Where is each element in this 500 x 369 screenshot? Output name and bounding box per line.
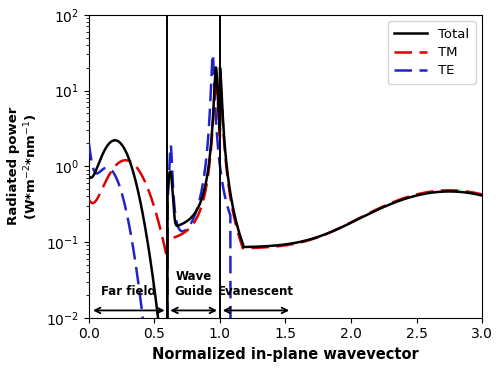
Total [410,194,416,199]
Line: TM: TM [89,77,482,260]
Total [380,206,386,210]
TM [342,223,348,228]
TM [236,235,242,239]
TE [236,361,242,365]
Text: Far field: Far field [100,286,156,299]
TM [86,197,92,201]
TM [410,193,416,198]
TM [322,232,328,237]
TM [213,75,219,79]
Legend: Total, TM, TE: Total, TM, TE [388,21,476,84]
Total [86,174,92,178]
TM [380,204,386,209]
TM [479,192,485,197]
X-axis label: Normalized in-plane wavevector: Normalized in-plane wavevector [152,347,419,362]
Total [236,231,242,235]
Total [322,232,328,237]
TM [164,258,170,262]
Y-axis label: Radiated power
(W*m$^{-2}$*nm$^{-1}$): Radiated power (W*m$^{-2}$*nm$^{-1}$) [7,107,40,225]
TM [158,227,164,231]
Text: Evanescent: Evanescent [218,286,294,299]
Total [158,335,164,339]
Line: TE: TE [89,54,482,369]
Total [213,65,219,70]
Total [479,193,485,198]
TE [210,52,216,56]
Total [342,224,348,228]
Line: Total: Total [89,68,482,369]
TE [86,141,92,145]
Text: Wave
Guide: Wave Guide [174,270,213,299]
